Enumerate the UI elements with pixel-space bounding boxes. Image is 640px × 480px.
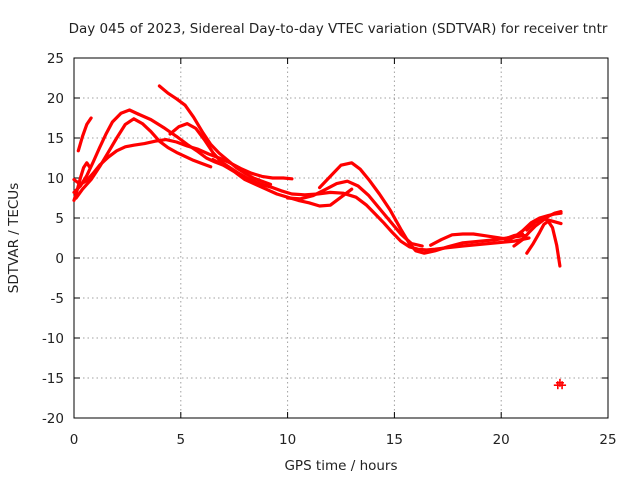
x-tick-label: 15: [386, 432, 403, 448]
series-line-track-5: [157, 84, 273, 186]
chart-title: Day 045 of 2023, Sidereal Day-to-day VTE…: [69, 21, 608, 37]
x-tick-label: 20: [493, 432, 510, 448]
y-tick-label: -5: [51, 291, 64, 307]
series-line-track-2: [72, 108, 140, 194]
series-line-track-15: [76, 116, 93, 153]
x-tick-label: 5: [177, 432, 186, 448]
plot-frame: [73, 57, 609, 419]
series-line-track-16: [211, 158, 354, 208]
x-tick-label: 25: [599, 432, 616, 448]
y-tick-label: -10: [42, 331, 64, 347]
y-tick-label: 20: [47, 91, 64, 107]
y-tick-label: -20: [42, 411, 64, 427]
y-tick-label: -15: [42, 371, 64, 387]
series-line-track-8: [318, 161, 527, 255]
axis-ticks: -20 -15 -10 -5 0 5 10 15 20 25 0 5 10 15 20 25: [42, 51, 617, 448]
y-tick-label: 15: [47, 131, 64, 147]
y-tick-label: 5: [55, 211, 64, 227]
series-group: [72, 84, 567, 390]
series-line-track-13: [525, 217, 563, 232]
y-tick-label: 10: [47, 171, 64, 187]
y-axis-label: SDTVAR / TECUs: [6, 183, 22, 293]
outlier-point: [558, 381, 567, 390]
series-line-track-11: [512, 210, 563, 248]
x-tick-label: 0: [70, 432, 79, 448]
y-tick-label: 25: [47, 51, 64, 67]
x-axis-label: GPS time / hours: [284, 458, 397, 474]
series-line-track-7: [286, 179, 424, 248]
series-line-track-9: [429, 232, 525, 247]
x-tick-label: 10: [279, 432, 296, 448]
y-tick-label: 0: [55, 251, 64, 267]
series-line-track-6: [168, 121, 531, 252]
series-line-track-4: [74, 117, 213, 200]
series-line-track-12: [525, 219, 562, 268]
series-line-track-14: [72, 161, 92, 202]
